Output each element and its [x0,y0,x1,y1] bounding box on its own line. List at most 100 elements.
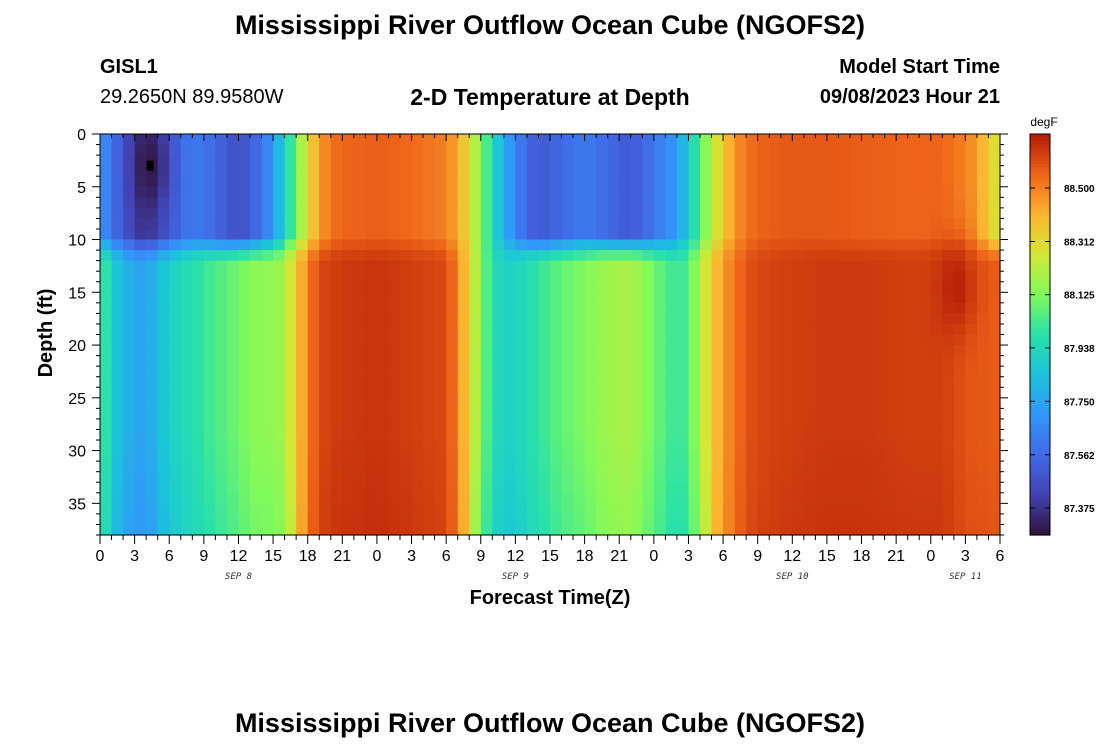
colorbar-segment [1030,474,1050,479]
heatmap-cell [815,345,828,357]
heatmap-cell [930,471,943,483]
heatmap-cell [792,429,805,441]
heatmap-cell [400,450,413,462]
heatmap-cell [157,524,170,536]
heatmap-cell [238,418,251,431]
heatmap-cell [526,513,540,526]
colorbar-segment [1030,431,1050,436]
heatmap-cell [203,355,216,367]
heatmap-cell [296,503,309,515]
heatmap-cell [665,134,678,146]
heatmap-cell [550,281,563,293]
heatmap-cell [907,228,920,241]
heatmap-cell [273,408,286,420]
heatmap-cell [307,134,320,146]
heatmap-cell [561,228,574,241]
heatmap-cell [376,440,390,452]
heatmap-cell [757,397,770,409]
heatmap-cell [446,450,459,462]
heatmap-cell [584,387,597,399]
heatmap-cell [480,207,493,220]
heatmap-cell [330,524,343,536]
heatmap-cell [192,165,205,177]
heatmap-cell [284,513,297,526]
heatmap-cell [342,492,355,504]
heatmap-cell [815,218,828,230]
heatmap-cell [203,418,216,431]
heatmap-cell [769,292,782,304]
heatmap-cell [284,218,297,230]
heatmap-cell [850,292,863,304]
heatmap-cell [607,176,620,188]
heatmap-cell [250,492,263,504]
heatmap-cell [965,218,978,230]
heatmap-cell [400,134,413,146]
station-id: GISL1 [100,56,158,78]
heatmap-cell [780,408,793,420]
heatmap-cell [123,197,136,209]
heatmap-cell [180,418,193,431]
heatmap-cell [203,323,216,336]
heatmap-cell [434,313,447,325]
heatmap-cell [515,482,528,494]
heatmap-cell [734,334,747,346]
heatmap-cell [238,323,251,336]
heatmap-cell [700,144,713,156]
heatmap-cell [619,323,632,336]
heatmap-cell [423,387,436,399]
heatmap-cell [238,334,251,346]
heatmap-cell [642,250,655,262]
heatmap-cell [596,461,609,473]
heatmap-cell [307,387,320,399]
heatmap-cell [642,271,655,283]
heatmap-cell [607,260,620,272]
heatmap-cell [400,334,413,346]
heatmap-cell [619,292,632,304]
heatmap-cell [423,144,436,156]
heatmap-cell [642,144,655,156]
heatmap-cell [480,165,493,177]
heatmap-cell [526,408,540,420]
heatmap-cell [711,482,724,494]
heatmap-cell [942,313,955,325]
heatmap-cell [803,513,816,526]
heatmap-cell [976,408,990,420]
heatmap-cell [780,165,793,177]
heatmap-cell [203,313,216,325]
heatmap-cell [203,471,216,483]
heatmap-cell [653,134,666,146]
heatmap-cell [596,186,609,198]
heatmap-cell [769,239,782,251]
heatmap-cell [873,207,886,220]
heatmap-cell [457,397,470,409]
heatmap-cell [434,186,447,198]
heatmap-cell [746,165,759,177]
heatmap-cell [203,134,216,146]
heatmap-cell [700,260,713,272]
heatmap-cell [676,323,690,336]
heatmap-cell [203,450,216,462]
heatmap-cell [988,492,1001,504]
heatmap-cell [884,250,897,262]
heatmap-cell [873,440,886,452]
heatmap-cell [238,228,251,241]
heatmap-cell [838,218,851,230]
heatmap-cell [561,292,574,304]
heatmap-cell [550,239,563,251]
heatmap-cell [942,228,955,241]
heatmap-cell [238,239,251,251]
heatmap-cell [792,408,805,420]
heatmap-cell [630,492,643,504]
heatmap-cell [365,440,378,452]
heatmap-cell [261,450,274,462]
heatmap-cell [803,228,816,241]
heatmap-cell [700,355,713,367]
heatmap-cell [734,387,747,399]
heatmap-cell [319,239,332,251]
heatmap-cell [596,492,609,504]
heatmap-cell [169,260,182,272]
heatmap-cell [261,323,274,336]
heatmap-cell [446,355,459,367]
heatmap-cell [296,165,309,177]
heatmap-cell [492,260,505,272]
